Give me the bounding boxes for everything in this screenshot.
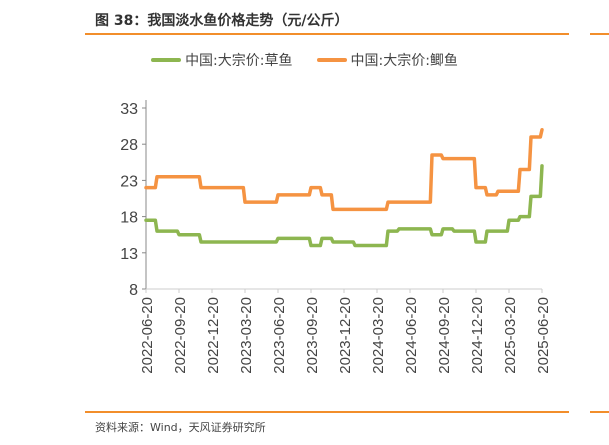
x-tick-label: 2023-12-20 bbox=[337, 297, 354, 374]
legend-item-grass-carp: 中国:大宗价:草鱼 bbox=[151, 50, 293, 70]
x-tick-label: 2023-06-20 bbox=[271, 297, 288, 374]
y-tick-label: 23 bbox=[120, 173, 138, 190]
chart-title: 图 38：我国淡水鱼价格走势（元/公斤） bbox=[95, 13, 349, 29]
legend-label: 中国:大宗价:鲫鱼 bbox=[350, 53, 458, 69]
y-tick-label: 13 bbox=[120, 246, 138, 263]
adjacent-divider bbox=[590, 33, 609, 35]
series-line-grass-carp bbox=[144, 164, 544, 248]
legend-item-crucian-carp: 中国:大宗价:鲫鱼 bbox=[316, 50, 458, 70]
y-tick-label: 28 bbox=[120, 137, 138, 154]
x-tick-label: 2024-03-20 bbox=[370, 297, 387, 374]
adjacent-footer-divider bbox=[590, 411, 609, 413]
x-tick-label: 2025-06-20 bbox=[535, 297, 552, 374]
legend-swatch-orange bbox=[316, 58, 347, 62]
x-tick-label: 2023-09-20 bbox=[304, 297, 321, 374]
title-divider bbox=[85, 33, 569, 35]
source-note: 资料来源：Wind，天风证券研究所 bbox=[95, 421, 266, 434]
x-tick-label: 2022-12-20 bbox=[205, 297, 222, 374]
series-line-crucian-carp bbox=[144, 127, 544, 212]
y-tick-label: 8 bbox=[129, 282, 138, 299]
x-tick-label: 2024-09-20 bbox=[436, 297, 453, 374]
y-tick-label: 18 bbox=[120, 210, 138, 227]
x-tick-label: 2022-09-20 bbox=[172, 297, 189, 374]
x-tick-label: 2023-03-20 bbox=[238, 297, 255, 374]
chart-legend: 中国:大宗价:草鱼 中国:大宗价:鲫鱼 bbox=[0, 50, 609, 70]
legend-label: 中国:大宗价:草鱼 bbox=[185, 53, 293, 69]
y-tick-label: 33 bbox=[120, 101, 138, 118]
x-tick-label: 2024-12-20 bbox=[469, 297, 486, 374]
footer-divider bbox=[85, 411, 569, 413]
x-tick-label: 2024-06-20 bbox=[403, 297, 420, 374]
legend-swatch-green bbox=[151, 58, 182, 62]
x-tick-label: 2025-03-20 bbox=[502, 297, 519, 374]
x-tick-label: 2022-06-20 bbox=[139, 297, 156, 374]
